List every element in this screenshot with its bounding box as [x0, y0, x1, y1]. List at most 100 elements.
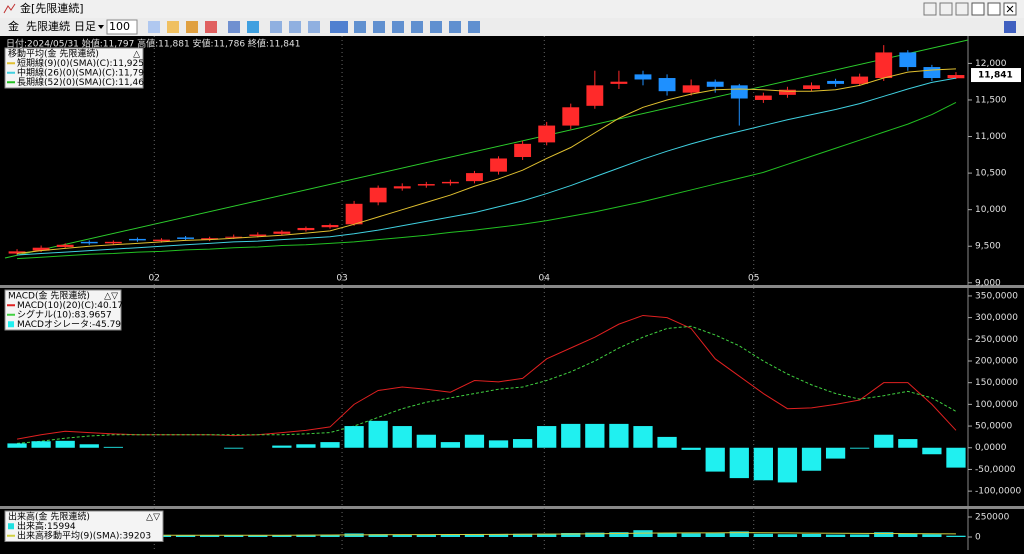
bar	[609, 532, 629, 537]
tool-icon[interactable]	[308, 21, 320, 33]
bar	[681, 533, 701, 537]
legend-entry: 中期線(26)(0)(SMA)(C):11,798	[17, 66, 150, 78]
tool-icon[interactable]	[330, 21, 348, 33]
tool-icon[interactable]	[449, 21, 461, 33]
bar	[416, 534, 436, 537]
tool-icon[interactable]	[247, 21, 259, 33]
candle-body	[899, 52, 917, 68]
tool-icon[interactable]	[205, 21, 217, 33]
bar	[537, 426, 557, 448]
candle-body	[682, 85, 700, 93]
tool-button[interactable]	[939, 2, 953, 16]
candle-body	[851, 76, 869, 84]
bar	[175, 535, 196, 537]
trend-line	[4, 39, 969, 259]
bar	[392, 426, 412, 448]
maximize-button[interactable]	[987, 2, 1001, 16]
bar	[320, 442, 340, 448]
bar	[224, 535, 244, 537]
bar	[874, 532, 894, 537]
y-tick-label: 50,0000	[975, 422, 1012, 432]
y-tick-label: 100,0000	[975, 400, 1018, 410]
bar	[561, 533, 581, 537]
candle-body	[225, 236, 243, 238]
bar	[585, 423, 605, 448]
tool-icon[interactable]	[289, 21, 301, 33]
bar	[633, 426, 653, 448]
bar	[946, 447, 966, 468]
tool-icon[interactable]	[430, 21, 442, 33]
count-value[interactable]: 100	[109, 20, 130, 33]
candle-body	[369, 187, 387, 203]
bar	[272, 535, 292, 537]
tool-button[interactable]	[923, 2, 937, 16]
candle-body	[441, 181, 459, 184]
y-tick-label: 12,000	[975, 59, 1007, 69]
candle-body	[538, 125, 556, 143]
bar	[946, 535, 966, 537]
tool-icon[interactable]	[468, 21, 480, 33]
y-tick-label: 9,000	[975, 278, 1001, 288]
tool-icon[interactable]	[392, 21, 404, 33]
contract[interactable]: 先限連続	[26, 19, 70, 33]
tool-icon[interactable]	[228, 21, 240, 33]
candle-body	[466, 173, 483, 182]
tool-icon[interactable]	[148, 21, 160, 33]
bar	[296, 534, 316, 537]
bar	[488, 534, 509, 537]
tool-button[interactable]	[955, 2, 969, 16]
bar	[344, 426, 364, 448]
legend-entry: シグナル(10):83.9657	[17, 308, 112, 320]
tool-icon[interactable]	[186, 21, 198, 33]
bar	[416, 434, 436, 448]
bar	[440, 534, 461, 537]
search-icon[interactable]	[1004, 21, 1016, 33]
candle-body	[153, 239, 170, 242]
bar	[657, 436, 677, 448]
bar	[103, 446, 123, 448]
bar	[368, 534, 388, 537]
candle-body	[875, 52, 893, 79]
bar	[777, 534, 798, 537]
y-tick-label: 10,500	[975, 169, 1007, 179]
candle-body	[827, 80, 845, 84]
candle-body	[417, 184, 435, 186]
y-tick-label: 300,0000	[975, 313, 1018, 323]
legend-entry: MACD(10)(20)(C):40.1719	[17, 301, 135, 311]
tool-icon[interactable]	[167, 21, 179, 33]
x-tick-label: 05	[748, 274, 759, 284]
x-tick-label: 02	[149, 274, 160, 284]
candle-body	[56, 244, 74, 247]
bar	[681, 447, 701, 450]
tool-icon[interactable]	[270, 21, 282, 33]
dropdown-arrow[interactable]	[98, 25, 104, 29]
bar	[224, 447, 244, 449]
tool-icon[interactable]	[373, 21, 385, 33]
legend-title: MACD(金 先限連続)	[8, 289, 90, 301]
bar	[753, 533, 773, 537]
minimize-button[interactable]	[971, 2, 985, 16]
series-line	[17, 102, 957, 260]
candle-body	[779, 89, 796, 95]
bar	[898, 533, 918, 537]
tool-icon[interactable]	[411, 21, 423, 33]
candle-body	[706, 81, 724, 87]
bar	[729, 531, 749, 537]
toolbar-icons[interactable]	[148, 21, 1016, 33]
legend-title: 出来高(金 先限連続)	[8, 510, 90, 522]
count-input[interactable]	[106, 19, 138, 35]
symbol[interactable]: 金	[8, 19, 19, 33]
bar	[512, 533, 533, 537]
tool-icon[interactable]	[354, 21, 366, 33]
candle-body	[345, 203, 363, 225]
bar	[922, 534, 942, 537]
period-select[interactable]: 日足	[74, 20, 96, 33]
bar	[248, 535, 268, 537]
legend-entry: 出来高:15994	[17, 520, 76, 532]
window-buttons[interactable]	[923, 2, 1017, 16]
legend-box	[4, 510, 164, 542]
bar	[7, 443, 27, 448]
bar	[825, 447, 846, 459]
bar	[705, 447, 725, 472]
panel-separator	[0, 285, 1024, 288]
